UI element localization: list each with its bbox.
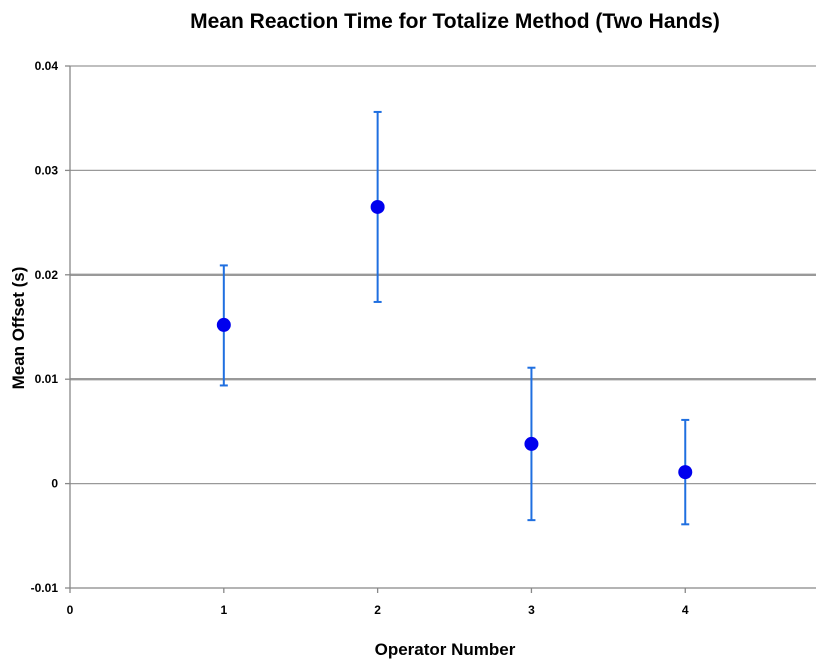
data-point <box>524 436 539 451</box>
y-tick-labels: -0.01 0 0.01 0.02 0.03 0.04 <box>31 59 59 595</box>
x-tick-label: 3 <box>528 603 535 617</box>
axes <box>65 65 816 593</box>
y-axis-label: Mean Offset (s) <box>9 267 28 390</box>
x-tick-label: 1 <box>220 603 227 617</box>
y-tick-label: 0 <box>51 477 58 491</box>
y-tick-label: -0.01 <box>31 581 59 595</box>
grid-lines <box>70 65 816 485</box>
x-tick-label: 4 <box>682 603 689 617</box>
error-bars <box>219 110 690 526</box>
y-tick-label: 0.03 <box>35 163 59 177</box>
chart-title: Mean Reaction Time for Totalize Method (… <box>190 10 720 33</box>
x-tick-label: 2 <box>374 603 381 617</box>
x-tick-label: 0 <box>67 603 74 617</box>
data-point <box>216 317 231 332</box>
data-point <box>370 199 385 214</box>
data-points <box>216 199 693 480</box>
x-tick-labels: 0 1 2 3 4 <box>67 603 689 617</box>
x-axis-label: Operator Number <box>375 640 516 659</box>
y-tick-label: 0.04 <box>35 59 59 73</box>
data-point <box>678 465 693 480</box>
y-tick-label: 0.01 <box>35 372 59 386</box>
y-tick-label: 0.02 <box>35 268 59 282</box>
